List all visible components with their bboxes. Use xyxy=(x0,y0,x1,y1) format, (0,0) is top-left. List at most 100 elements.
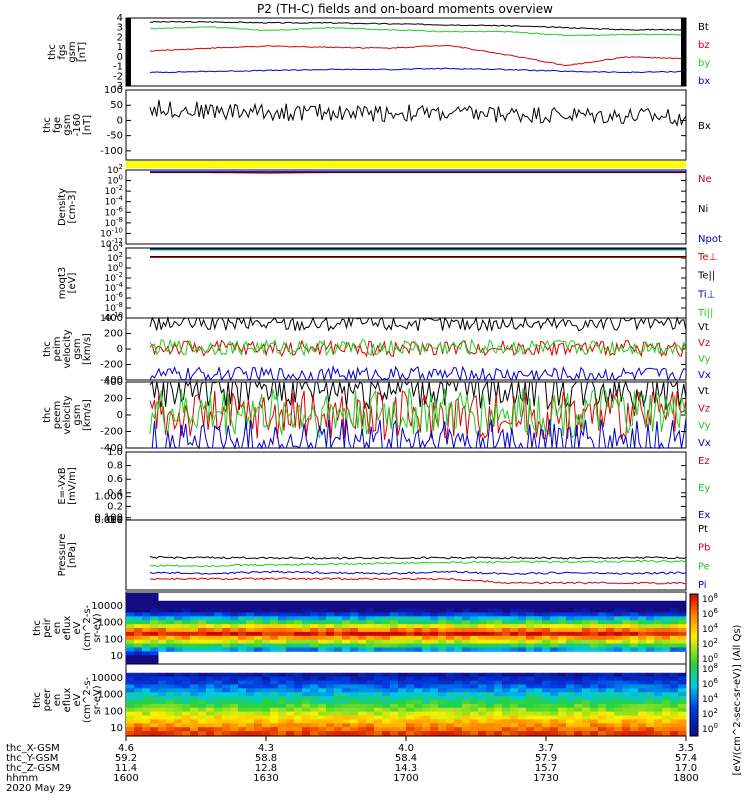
heatmap-cell xyxy=(478,647,487,652)
heatmap-cell xyxy=(382,647,391,652)
heatmap-cell xyxy=(166,711,175,717)
heatmap-cell xyxy=(342,727,351,732)
heatmap-cell xyxy=(262,731,271,736)
heatmap-cell xyxy=(502,624,511,629)
heatmap-cell xyxy=(462,688,471,693)
heatmap-cell xyxy=(246,696,255,701)
heatmap-cell xyxy=(494,731,503,736)
heatmap-cell xyxy=(654,703,663,709)
heatmap-cell xyxy=(294,647,303,652)
heatmap-cell xyxy=(286,715,295,720)
heatmap-cell xyxy=(494,604,503,610)
heatmap-cell xyxy=(670,643,679,648)
heatmap-cell xyxy=(150,659,159,664)
heatmap-cell xyxy=(326,600,335,606)
heatmap-cell xyxy=(590,715,599,720)
heatmap-cell xyxy=(678,616,687,621)
heatmap-cell xyxy=(366,719,375,724)
heatmap-cell xyxy=(126,620,135,625)
heatmap-cell xyxy=(206,684,215,689)
heatmap-cell xyxy=(406,624,415,629)
heatmap-cell xyxy=(622,616,631,621)
heatmap-cell xyxy=(638,684,647,689)
heatmap-cell xyxy=(566,643,575,648)
heatmap-cell xyxy=(518,727,527,732)
heatmap-cell xyxy=(582,624,591,629)
heatmap-cell xyxy=(294,631,303,637)
heatmap-cell xyxy=(622,684,631,689)
heatmap-cell xyxy=(366,628,375,633)
heatmap-cell xyxy=(574,688,583,693)
heatmap-cell xyxy=(446,608,455,613)
heatmap-cell xyxy=(358,680,367,685)
heatmap-cell xyxy=(158,616,167,621)
heatmap-cell xyxy=(654,647,663,652)
heatmap-cell xyxy=(582,719,591,724)
heatmap-cell xyxy=(310,727,319,732)
heatmap-cell xyxy=(270,672,279,678)
heatmap-cell xyxy=(414,635,423,641)
heatmap-cell xyxy=(150,719,159,724)
heatmap-cell xyxy=(414,719,423,724)
heatmap-cell xyxy=(254,624,263,629)
heatmap-cell xyxy=(622,715,631,720)
heatmap-cell xyxy=(190,643,199,648)
heatmap-cell xyxy=(654,631,663,637)
heatmap-cell xyxy=(454,711,463,717)
heatmap-cell xyxy=(486,635,495,641)
ephemeris-value: 3.7 xyxy=(538,743,554,754)
heatmap-cell xyxy=(390,715,399,720)
heatmap-cell xyxy=(158,631,167,637)
heatmap-cell xyxy=(150,596,159,602)
heatmap-cell xyxy=(206,604,215,610)
heatmap-cell xyxy=(254,620,263,625)
heatmap-cell xyxy=(238,612,247,617)
heatmap-cell xyxy=(270,727,279,732)
heatmap-cell xyxy=(574,612,583,617)
heatmap-cell xyxy=(310,684,319,689)
heatmap-cell xyxy=(678,719,687,724)
heatmap-cell xyxy=(598,680,607,685)
heatmap-cell xyxy=(158,692,167,697)
heatmap-cell xyxy=(286,696,295,701)
heatmap-cell xyxy=(526,672,535,678)
heatmap-cell xyxy=(374,700,383,705)
heatmap-cell xyxy=(414,684,423,689)
heatmap-cell xyxy=(286,639,295,645)
heatmap-cell xyxy=(606,639,615,645)
heatmap-cell xyxy=(150,639,159,645)
heatmap-cell xyxy=(230,723,239,728)
heatmap-cell xyxy=(462,707,471,713)
heatmap-cell xyxy=(574,643,583,648)
heatmap-cell xyxy=(262,672,271,678)
heatmap-cell xyxy=(150,692,159,697)
heatmap-cell xyxy=(582,676,591,682)
heatmap-cell xyxy=(406,635,415,641)
heatmap-cell xyxy=(382,628,391,633)
heatmap-cell xyxy=(422,719,431,724)
heatmap-cell xyxy=(574,628,583,633)
heatmap-cell xyxy=(478,612,487,617)
heatmap-cell xyxy=(598,684,607,689)
heatmap-cell xyxy=(454,639,463,645)
heatmap-cell xyxy=(454,727,463,732)
heatmap-cell xyxy=(302,715,311,720)
heatmap-cell xyxy=(678,680,687,685)
heatmap-cell xyxy=(550,616,559,621)
heatmap-cell xyxy=(422,604,431,610)
panel-y-label: eflux xyxy=(62,616,73,641)
heatmap-cell xyxy=(422,635,431,641)
heatmap-cell xyxy=(198,727,207,732)
heatmap-cell xyxy=(526,604,535,610)
colorbar xyxy=(689,593,699,737)
heatmap-cell xyxy=(134,700,143,705)
heatmap-cell xyxy=(174,680,183,685)
heatmap-cell xyxy=(302,727,311,732)
heatmap-cell xyxy=(534,616,543,621)
heatmap-cell xyxy=(150,593,159,598)
heatmap-cell xyxy=(446,628,455,633)
heatmap-cell xyxy=(294,731,303,736)
heatmap-cell xyxy=(438,639,447,645)
heatmap-cell xyxy=(422,608,431,613)
heatmap-cell xyxy=(238,643,247,648)
